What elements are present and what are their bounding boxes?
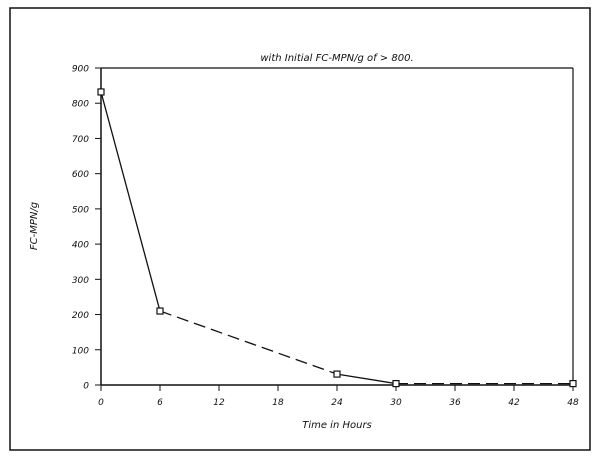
data-point	[156, 307, 164, 315]
series-line-segment	[159, 310, 338, 375]
x-tick-label: 18	[272, 398, 284, 408]
x-tick-label: 24	[331, 398, 343, 408]
data-point	[333, 370, 341, 378]
x-tick-label: 36	[449, 398, 461, 408]
x-tick-label: 0	[98, 398, 104, 408]
y-tick-label: 300	[72, 276, 89, 286]
y-tick-label: 900	[72, 65, 89, 75]
y-tick-label: 800	[72, 100, 89, 110]
data-point	[392, 379, 400, 388]
y-tick-label: 700	[72, 135, 89, 145]
outer-frame	[9, 7, 591, 451]
x-axis-label: Time in Hours	[302, 420, 372, 431]
x-tick-label: 12	[213, 398, 225, 408]
y-tick-label: 100	[72, 346, 89, 356]
x-tick-label: 42	[508, 398, 520, 408]
x-tick-label: 6	[157, 398, 163, 408]
series-line-segment	[100, 91, 161, 312]
x-tick-label: 48	[567, 398, 579, 408]
y-tick-label: 600	[72, 170, 89, 180]
x-tick-label: 30	[390, 398, 402, 408]
y-tick-label: 500	[72, 205, 89, 215]
y-tick-label: 0	[83, 382, 89, 392]
data-point	[569, 379, 577, 388]
y-tick-label: 200	[72, 311, 89, 321]
chart-title: with Initial FC-MPN/g of > 800.	[260, 53, 413, 64]
data-point	[97, 88, 105, 96]
y-axis-label: FC-MPN/g	[29, 202, 40, 250]
y-tick-label: 400	[72, 241, 89, 251]
series-line-segment	[336, 373, 397, 385]
